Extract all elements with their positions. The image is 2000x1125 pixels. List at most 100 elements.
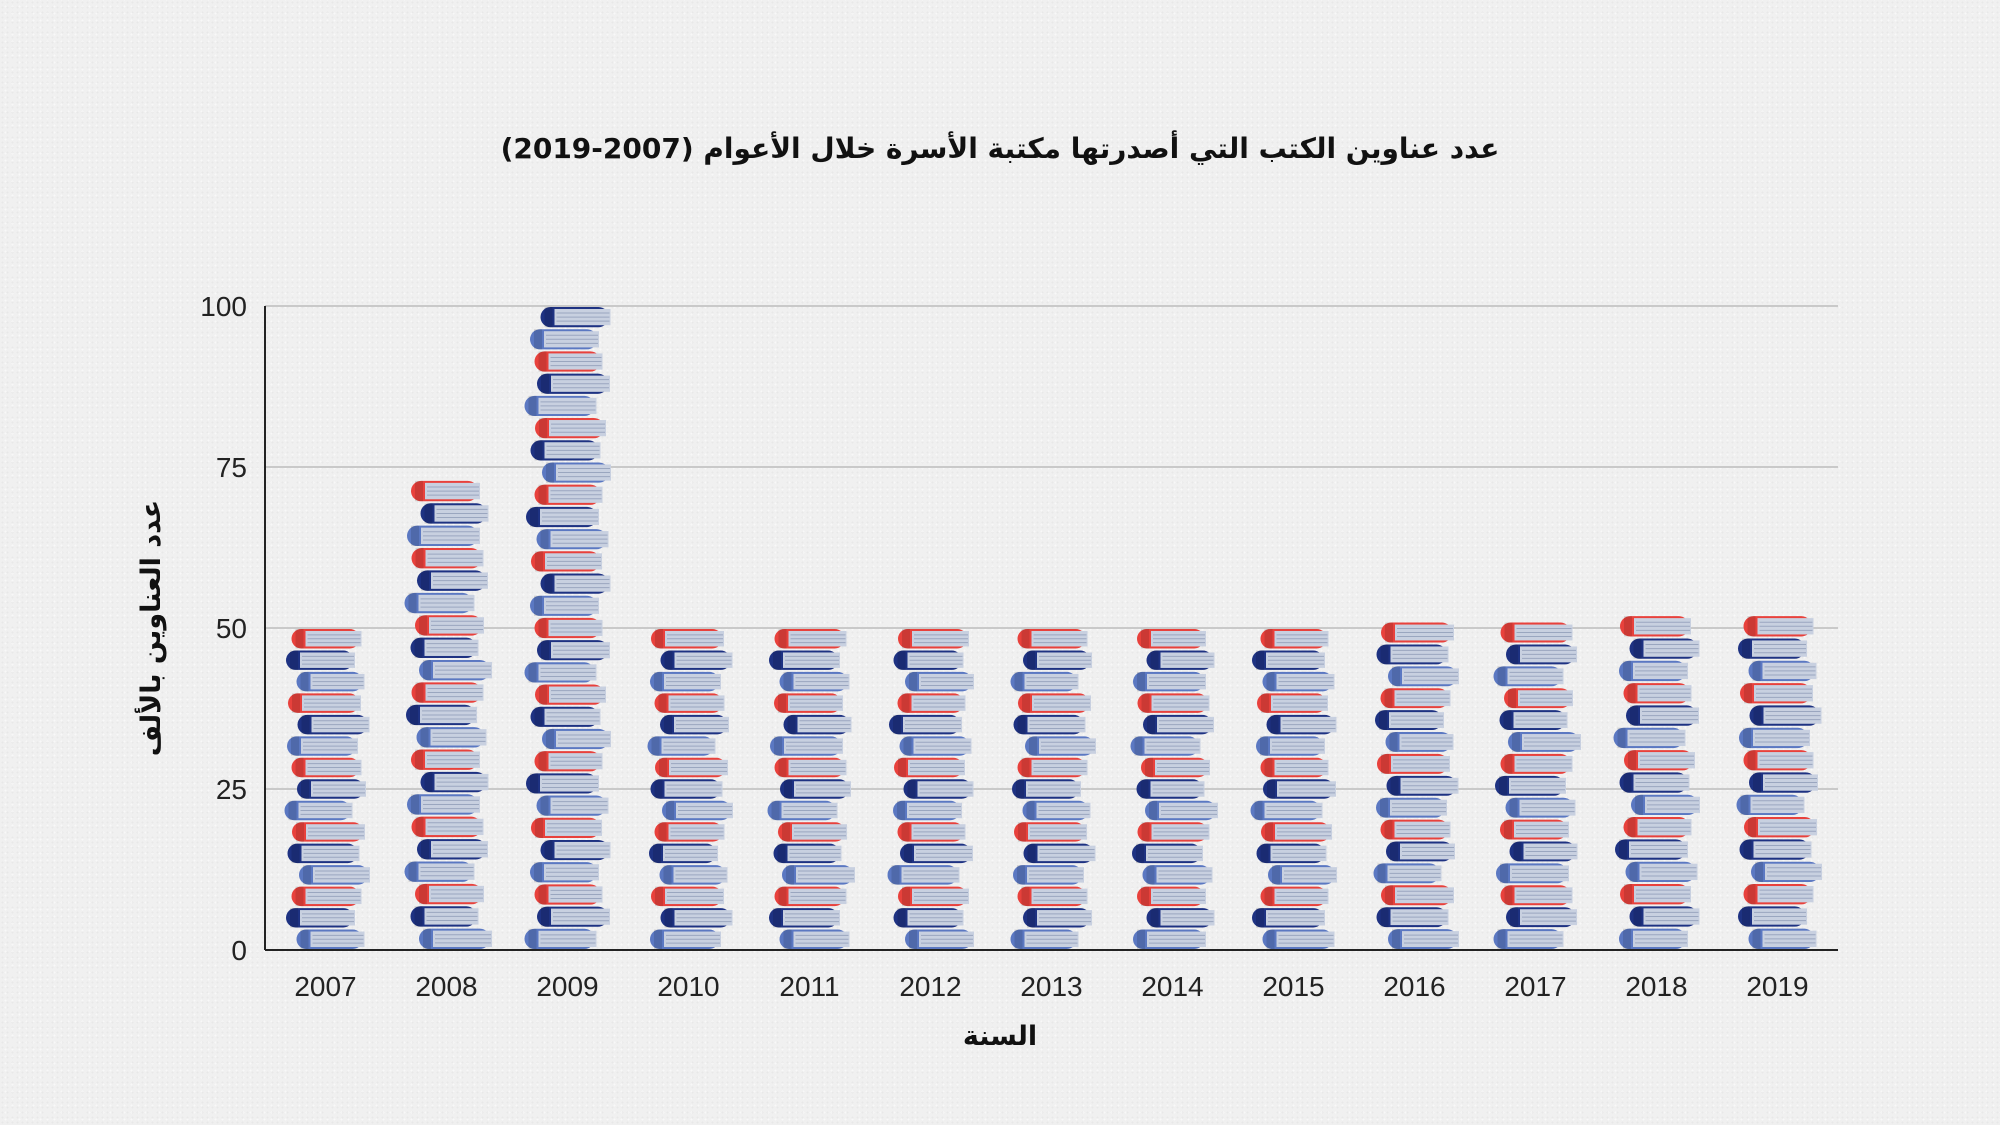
book-spine (1137, 671, 1145, 692)
book-spine (534, 595, 542, 616)
book-spine (655, 629, 663, 649)
bar (767, 629, 855, 949)
book-spine (1136, 843, 1144, 864)
book-spine (891, 865, 900, 885)
bar (1373, 622, 1459, 949)
book-spine (408, 861, 417, 882)
book-spine (1753, 705, 1762, 726)
book-spine (1623, 772, 1632, 793)
bar (1736, 616, 1822, 949)
book-spine (415, 682, 424, 703)
book-spine (1141, 629, 1149, 649)
book-spine (1264, 886, 1273, 907)
book-spine (1742, 906, 1750, 927)
book-spine (778, 886, 787, 907)
book-spine (1743, 727, 1751, 749)
book-spine (901, 822, 910, 842)
book-spine (1027, 650, 1035, 670)
book-spine (1510, 644, 1518, 665)
book-spine (1390, 775, 1399, 796)
book-spine (295, 629, 304, 649)
book-spine (1014, 671, 1023, 692)
book-spine (528, 662, 537, 683)
book-spine (415, 480, 423, 502)
bar (887, 629, 974, 949)
book-spine (535, 817, 543, 838)
book-spine (1021, 886, 1030, 907)
book-spine (539, 684, 547, 705)
book-spine (1146, 865, 1155, 885)
book-spine (897, 908, 906, 928)
book-spine (296, 822, 304, 842)
book-spine (1018, 822, 1026, 842)
book-spine (528, 395, 537, 417)
book-spine (1742, 638, 1750, 659)
y-tick-label: 50 (216, 613, 247, 644)
book-spine (782, 822, 790, 842)
book-spine (778, 693, 786, 713)
book-spine (419, 883, 427, 905)
book-spine (301, 714, 310, 735)
book-spine (1380, 907, 1389, 928)
book-spine (783, 929, 792, 949)
book-spine (528, 928, 537, 949)
book-spine (1266, 929, 1275, 949)
bar (1613, 616, 1700, 949)
book-spine (1392, 666, 1400, 687)
book-spine (653, 843, 661, 864)
book-spine (1141, 822, 1150, 842)
book-spine (1617, 727, 1626, 749)
book-spine (1624, 616, 1632, 637)
book-spine (415, 548, 424, 569)
book-spine (777, 843, 786, 864)
book-spine (1504, 622, 1513, 643)
book-spine (1254, 800, 1263, 821)
book-spine (1630, 705, 1638, 726)
book-spine (538, 351, 547, 372)
book-spine (1022, 693, 1030, 713)
y-tick-labels: 0 25 50 75 100 (200, 291, 247, 966)
book-spine (301, 779, 309, 799)
book-spine (541, 640, 549, 661)
book-spine (1497, 929, 1506, 949)
book-spine (1029, 736, 1037, 756)
chart-title: عدد عناوين الكتب التي أصدرتها مكتبة الأس… (501, 130, 1500, 165)
book-spine (538, 751, 547, 772)
book-spine (1267, 779, 1275, 799)
book-spine (1633, 638, 1642, 659)
y-tick-label: 100 (200, 291, 247, 322)
book-spine (424, 503, 433, 524)
book-spine (420, 727, 429, 748)
book-spine (1149, 800, 1157, 821)
book-spine (1260, 736, 1268, 756)
book-spine (658, 822, 667, 842)
book-spine (1140, 779, 1149, 799)
book-spine (898, 757, 906, 778)
book-spine (1384, 819, 1393, 840)
x-tick-label: 2007 (294, 971, 356, 1002)
book-spine (544, 839, 553, 861)
book-spine (1389, 732, 1398, 752)
book-spine (1747, 750, 1756, 771)
book-spine (411, 794, 419, 815)
book-spine (663, 865, 672, 885)
x-tick-label: 2010 (657, 971, 719, 1002)
book-spine (1265, 822, 1273, 842)
book-spine (544, 573, 553, 594)
book-spine (1264, 757, 1273, 778)
book-spine (414, 906, 423, 927)
x-tick-label: 2011 (779, 971, 839, 1002)
book-spine (778, 757, 787, 778)
book-spine (1392, 929, 1400, 949)
book-spine (902, 629, 910, 649)
book-spine (774, 736, 782, 756)
book-spine (909, 929, 917, 949)
book-spine (1021, 629, 1030, 649)
book-spine (901, 693, 910, 713)
bar (284, 629, 370, 949)
book-spine (415, 816, 424, 838)
book-spine (909, 671, 917, 692)
book-spine (1261, 693, 1269, 713)
book-spine (1027, 908, 1035, 928)
